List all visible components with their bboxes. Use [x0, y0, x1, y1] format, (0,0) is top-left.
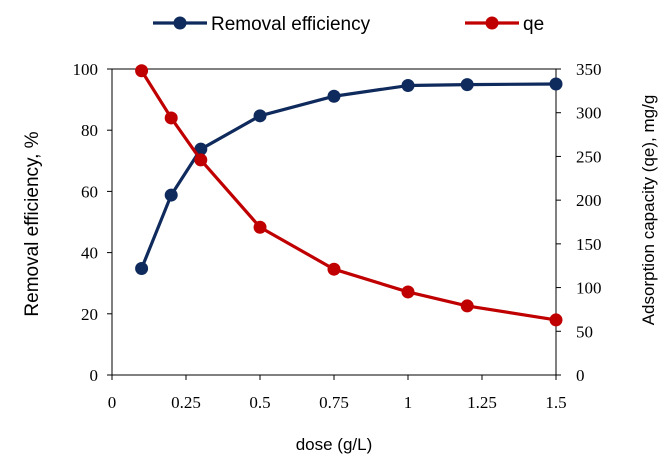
data-point [401, 79, 415, 93]
data-point [164, 188, 178, 202]
x-tick-label: 0.75 [319, 393, 349, 412]
x-tick-label: 1 [404, 393, 413, 412]
x-tick-label: 0.5 [249, 393, 270, 412]
y-tick-label: 60 [81, 182, 98, 201]
data-point [327, 262, 341, 276]
y2-tick-label: 300 [576, 104, 602, 123]
chart-legend: Removal efficiency qe [153, 14, 544, 35]
x-tick-label: 0.25 [171, 393, 201, 412]
y-tick-label: 0 [90, 366, 99, 385]
y2-tick-label: 350 [576, 60, 602, 79]
data-point [327, 89, 341, 103]
series-line [140, 69, 557, 322]
x-axis: 0 0.25 0.5 0.75 1 1.25 1.5 [108, 375, 567, 412]
legend-label: qe [523, 14, 544, 35]
data-point [164, 111, 178, 125]
series-layer [135, 64, 563, 327]
data-point [253, 109, 267, 123]
y-tick-label: 80 [81, 121, 98, 140]
legend-item: Removal efficiency [153, 14, 371, 35]
x-tick-label: 1.5 [545, 393, 566, 412]
data-point [549, 313, 563, 327]
data-point [549, 77, 563, 91]
y-tick-label: 100 [73, 60, 99, 79]
left-y-axis: 0 20 40 60 80 100 [73, 60, 112, 385]
y2-tick-label: 200 [576, 191, 602, 210]
right-y-axis-title: Adsorption capacity (qe), mg/g [639, 95, 658, 326]
data-point [460, 299, 474, 313]
y2-tick-label: 250 [576, 147, 602, 166]
y2-tick-label: 50 [576, 322, 593, 341]
data-point [253, 220, 267, 234]
data-point [135, 64, 149, 78]
legend-label: Removal efficiency [211, 14, 371, 35]
legend-marker [173, 16, 187, 30]
y2-tick-label: 0 [576, 366, 585, 385]
data-point [194, 142, 208, 156]
data-point [401, 285, 415, 299]
left-y-axis-title: Removal efficiency, % [22, 131, 43, 316]
y-tick-label: 40 [81, 244, 98, 263]
data-point [194, 153, 208, 167]
series-qe [135, 64, 563, 327]
y2-tick-label: 150 [576, 235, 602, 254]
right-y-axis: 0 50 100 150 200 250 300 350 [556, 60, 602, 385]
y-tick-label: 20 [81, 305, 98, 324]
y2-tick-label: 100 [576, 279, 602, 298]
x-tick-label: 1.25 [467, 393, 497, 412]
x-axis-title: dose (g/L) [296, 435, 373, 454]
legend-marker [485, 16, 499, 30]
series-removal-efficiency [135, 77, 563, 276]
data-point [135, 262, 149, 276]
x-tick-label: 0 [108, 393, 117, 412]
plot-area-frame [111, 68, 557, 376]
series-line [140, 82, 557, 270]
data-point [460, 78, 474, 92]
legend-item: qe [465, 14, 544, 35]
